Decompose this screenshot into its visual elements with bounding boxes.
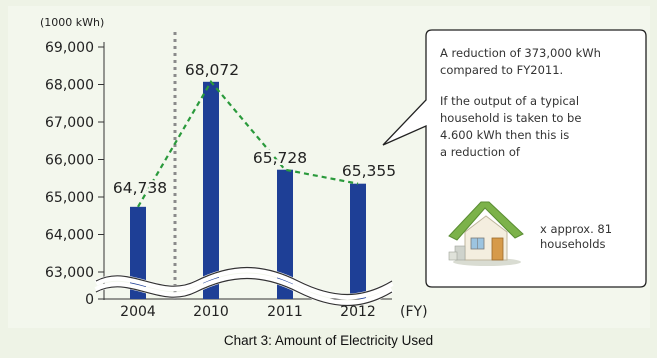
house-icon: [445, 196, 525, 268]
y-tick-label: 69,000: [45, 40, 94, 56]
house-count-line-1: x approx. 81: [540, 222, 613, 236]
y-tick-label: 68,000: [45, 78, 94, 94]
callout-line-1: A reduction of 373,000 kWh: [440, 46, 601, 60]
bar-2004: [130, 206, 146, 299]
callout-bubble: [382, 29, 647, 288]
bar-2011: [277, 169, 293, 299]
value-label-2004: 64,738: [113, 179, 167, 197]
x-tick-labels: 2004 2010 2011 2012: [120, 304, 376, 320]
y-unit-label: (1000 kWh): [40, 16, 104, 29]
y-tick-label: 64,000: [45, 228, 94, 244]
chart-title: Chart 3: Amount of Electricity Used: [223, 333, 434, 348]
bars-group: [130, 81, 366, 299]
callout-line-3: If the output of a typical: [440, 94, 580, 108]
y-tick-label: 0: [85, 292, 94, 308]
bar-2010: [203, 81, 219, 299]
y-tick-label: 67,000: [45, 115, 94, 131]
y-tick-label: 63,000: [45, 265, 94, 281]
callout-line-4: household is taken to be: [440, 111, 582, 125]
x-axis-label: (FY): [400, 304, 428, 320]
value-label-2011: 65,728: [253, 149, 307, 167]
house-count-line-2: households: [540, 237, 606, 251]
value-label-2010: 68,072: [185, 61, 239, 79]
trend-line: [137, 79, 359, 208]
value-labels: 64,738 68,072 65,728 65,355: [111, 59, 398, 199]
callout-text: A reduction of 373,000 kWh compared to F…: [440, 45, 640, 161]
y-ticks: 0 63,000 64,000 65,000 66,000 67,000 68,000 69,…: [45, 40, 104, 308]
x-tick-label-2012: 2012: [340, 304, 376, 320]
house-count-text: x approx. 81 households: [540, 222, 640, 252]
callout-line-2: compared to FY2011.: [440, 63, 564, 77]
y-tick-label: 65,000: [45, 190, 94, 206]
axis-break: [94, 266, 394, 307]
x-tick-label-2011: 2011: [267, 304, 303, 320]
callout-line-6: a reduction of: [440, 145, 520, 159]
x-tick-label-2010: 2010: [193, 304, 229, 320]
bar-2012: [350, 183, 366, 299]
y-tick-label: 66,000: [45, 153, 94, 169]
value-label-2012: 65,355: [342, 162, 396, 180]
callout-line-5: 4.600 kWh then this is: [440, 128, 570, 142]
x-tick-label-2004: 2004: [120, 304, 156, 320]
